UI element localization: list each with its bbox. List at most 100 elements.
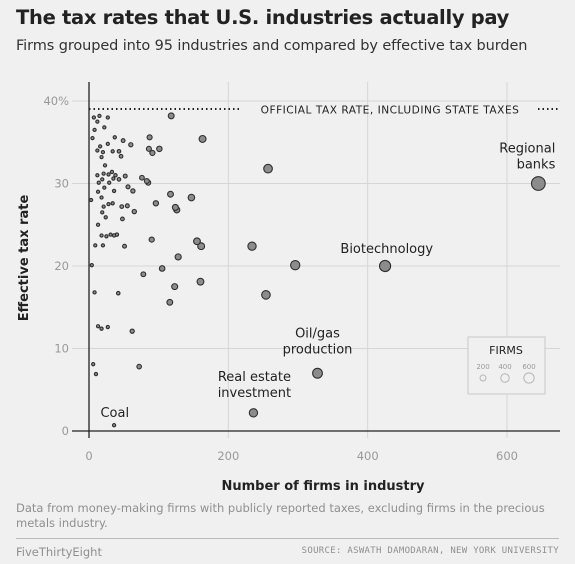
data-point bbox=[143, 178, 150, 185]
data-point bbox=[112, 135, 117, 140]
data-point bbox=[93, 243, 98, 248]
data-point bbox=[92, 127, 97, 133]
data-point bbox=[105, 324, 110, 330]
size-legend-label: 600 bbox=[522, 363, 535, 371]
data-point bbox=[171, 283, 179, 291]
y-tick-label: 0 bbox=[62, 424, 69, 438]
data-point bbox=[95, 148, 100, 153]
official-rate-label: OFFICIAL TAX RATE, INCLUDING STATE TAXES bbox=[261, 105, 520, 117]
data-point bbox=[90, 135, 95, 141]
data-point bbox=[118, 153, 124, 159]
x-tick-label: 400 bbox=[357, 449, 379, 463]
size-legend-circle bbox=[523, 372, 535, 384]
data-point bbox=[166, 298, 174, 306]
data-point bbox=[92, 290, 97, 295]
data-point bbox=[193, 237, 201, 246]
data-point bbox=[149, 149, 156, 157]
footnote: Data from money-making firms with public… bbox=[16, 501, 545, 530]
data-point bbox=[139, 174, 145, 181]
data-point bbox=[198, 134, 207, 143]
data-point bbox=[91, 362, 96, 367]
data-point bbox=[125, 184, 131, 190]
data-point bbox=[101, 204, 106, 209]
data-point bbox=[96, 180, 101, 185]
data-point bbox=[100, 177, 105, 182]
data-point bbox=[196, 277, 205, 286]
data-point bbox=[140, 271, 147, 278]
data-point bbox=[171, 203, 179, 211]
data-point bbox=[167, 190, 174, 198]
data-point bbox=[129, 328, 135, 334]
data-point bbox=[128, 142, 134, 148]
data-point bbox=[148, 236, 155, 243]
data-point bbox=[120, 216, 125, 222]
data-point bbox=[110, 149, 115, 154]
data-point bbox=[104, 234, 109, 239]
size-legend-circle bbox=[479, 374, 487, 382]
data-point bbox=[174, 253, 182, 261]
x-tick-label: 600 bbox=[496, 449, 518, 463]
data-point bbox=[106, 172, 111, 177]
x-tick-label: 0 bbox=[85, 449, 92, 463]
chart-title: The tax rates that U.S. industries actua… bbox=[16, 6, 510, 29]
point-label: Regional banks bbox=[499, 142, 555, 173]
data-point bbox=[106, 201, 111, 207]
data-point bbox=[100, 210, 105, 215]
size-legend-title: FIRMS bbox=[489, 344, 523, 357]
data-point bbox=[247, 241, 257, 251]
data-point bbox=[95, 324, 101, 329]
data-point bbox=[107, 180, 112, 185]
data-point bbox=[152, 200, 160, 207]
data-point bbox=[116, 177, 122, 182]
data-point bbox=[91, 115, 97, 120]
data-point bbox=[111, 176, 116, 181]
data-point bbox=[530, 176, 546, 191]
y-tick-label: 30 bbox=[54, 177, 69, 191]
data-point bbox=[145, 145, 152, 152]
size-legend-label: 200 bbox=[476, 363, 489, 371]
data-point bbox=[131, 208, 138, 215]
x-tick-labels: 0 200 400 600 bbox=[85, 449, 518, 463]
size-legend-box bbox=[467, 336, 546, 395]
data-point bbox=[312, 367, 323, 379]
data-point bbox=[93, 371, 99, 377]
point-label: Real estate investment bbox=[218, 370, 291, 401]
data-point bbox=[187, 193, 196, 202]
data-point bbox=[97, 144, 103, 149]
data-point bbox=[102, 125, 107, 130]
brand-name: FiveThirtyEight bbox=[16, 545, 102, 559]
official-rate-reference: OFFICIAL TAX RATE, INCLUDING STATE TAXES bbox=[89, 105, 560, 117]
point-label: Oil/gas production bbox=[283, 326, 353, 357]
data-point bbox=[99, 326, 104, 331]
scatter-chart: 0 10 20 30 40% 0 200 400 600 OFFICIAL TAX RATE,… bbox=[17, 82, 560, 494]
y-tick-label: 20 bbox=[54, 259, 69, 273]
data-point bbox=[119, 204, 125, 210]
size-legend-circle bbox=[500, 373, 510, 383]
data-point bbox=[99, 154, 104, 160]
data-point bbox=[122, 243, 128, 249]
chart-subtitle: Firms grouped into 95 industries and com… bbox=[16, 38, 528, 54]
data-point bbox=[248, 408, 259, 418]
data-point bbox=[290, 259, 301, 271]
data-point bbox=[95, 189, 101, 194]
point-labels: Regional banks Biotechnology Oil/gas product… bbox=[100, 142, 555, 422]
data-point bbox=[100, 149, 106, 155]
y-tick-labels: 0 10 20 30 40% bbox=[43, 94, 69, 438]
y-tick-label: 40% bbox=[43, 94, 69, 108]
data-point bbox=[113, 173, 118, 178]
data-points bbox=[88, 112, 546, 428]
x-tick-label: 200 bbox=[217, 449, 239, 463]
data-point bbox=[197, 242, 206, 251]
data-point bbox=[102, 185, 107, 190]
data-point bbox=[101, 171, 106, 176]
point-label: Biotechnology bbox=[340, 242, 433, 257]
data-point bbox=[99, 233, 104, 238]
data-point bbox=[158, 265, 166, 272]
data-point bbox=[95, 173, 100, 178]
data-point bbox=[111, 233, 117, 238]
data-point bbox=[105, 115, 110, 120]
data-point bbox=[97, 113, 102, 119]
data-point bbox=[88, 197, 94, 203]
data-point bbox=[103, 215, 108, 220]
data-point bbox=[263, 163, 273, 174]
